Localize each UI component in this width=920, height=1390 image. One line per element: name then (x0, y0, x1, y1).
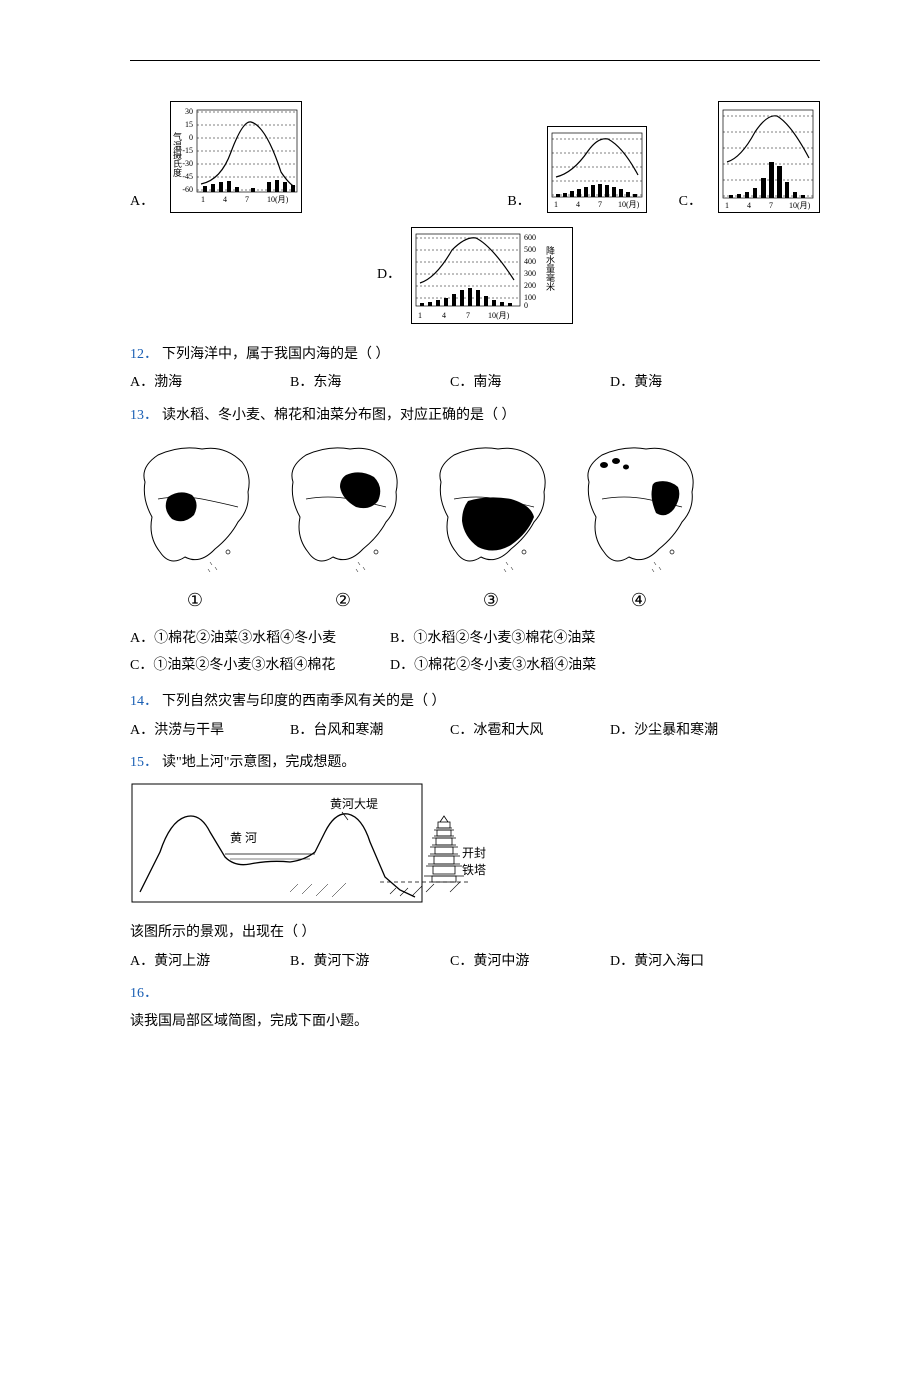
chart-c-label: C． (679, 191, 702, 213)
q14-text: 下列自然灾害与印度的西南季风有关的是（ ） (162, 694, 446, 709)
svg-text:10(月): 10(月) (267, 195, 289, 204)
q15-opt-b: B．黄河下游 (290, 951, 450, 973)
q16-text: 读我国局部区域简图，完成下面小题。 (130, 1011, 820, 1033)
q12-opt-d: D．黄海 (610, 372, 770, 394)
q12-opt-c: C．南海 (450, 372, 610, 394)
climate-options-row2: D． (130, 227, 820, 324)
q16-num: 16． (130, 986, 158, 1001)
climate-chart-d: 600 500 400 300 200 100 0 降水量毫米 1 4 7 10… (411, 227, 573, 324)
question-16: 16． (130, 983, 820, 1005)
svg-text:7: 7 (466, 311, 470, 320)
q12-opt-a: A．渤海 (130, 372, 290, 394)
q13-opt-d: D．①棉花②冬小麦③水稻④油菜 (390, 655, 650, 677)
svg-text:10(月): 10(月) (488, 311, 510, 320)
climate-chart-a: 30 15 0 -15 -30 -45 -60 气温摄氏度 (170, 101, 302, 213)
svg-text:开封: 开封 (462, 846, 486, 860)
svg-text:15: 15 (185, 120, 193, 129)
map-4: ④ (574, 437, 704, 614)
map-4-label: ④ (574, 586, 704, 615)
question-13: 13． 读水稻、冬小麦、棉花和油菜分布图，对应正确的是（ ） (130, 405, 820, 427)
q13-maps: ① ② (130, 437, 820, 614)
svg-text:-15: -15 (182, 146, 193, 155)
question-14: 14． 下列自然灾害与印度的西南季风有关的是（ ） (130, 691, 820, 713)
svg-text:黄河大堤: 黄河大堤 (330, 797, 378, 811)
svg-text:黄 河: 黄 河 (230, 831, 257, 845)
svg-text:-60: -60 (182, 185, 193, 194)
svg-text:300: 300 (524, 269, 536, 278)
q13-opt-a: A．①棉花②油菜③水稻④冬小麦 (130, 628, 390, 650)
q12-text: 下列海洋中，属于我国内海的是（ ） (162, 347, 390, 362)
q14-num: 14． (130, 694, 158, 709)
svg-text:10(月): 10(月) (789, 201, 811, 210)
q13-options: A．①棉花②油菜③水稻④冬小麦 B．①水稻②冬小麦③棉花④油菜 C．①油菜②冬小… (130, 628, 820, 681)
svg-text:0: 0 (524, 301, 528, 310)
chart-d-label: D． (377, 264, 401, 286)
svg-text:4: 4 (747, 201, 751, 210)
q15-options: A．黄河上游 B．黄河下游 C．黄河中游 D．黄河入海口 (130, 951, 820, 973)
q15-opt-a: A．黄河上游 (130, 951, 290, 973)
svg-text:0: 0 (189, 133, 193, 142)
svg-text:气温摄氏度: 气温摄氏度 (172, 131, 182, 178)
q13-text: 读水稻、冬小麦、棉花和油菜分布图，对应正确的是（ ） (162, 408, 516, 423)
map-1-label: ① (130, 586, 260, 615)
q13-num: 13． (130, 408, 158, 423)
chart-b-label: B． (507, 191, 530, 213)
svg-text:4: 4 (442, 311, 446, 320)
svg-text:200: 200 (524, 281, 536, 290)
svg-text:1: 1 (418, 311, 422, 320)
q14-opt-c: C．冰雹和大风 (450, 720, 610, 742)
q14-options: A．洪涝与干旱 B．台风和寒潮 C．冰雹和大风 D．沙尘暴和寒潮 (130, 720, 820, 742)
q12-opt-b: B．东海 (290, 372, 450, 394)
svg-text:4: 4 (576, 200, 580, 209)
svg-text:4: 4 (223, 195, 227, 204)
q13-opt-b: B．①水稻②冬小麦③棉花④油菜 (390, 628, 650, 650)
svg-text:1: 1 (201, 195, 205, 204)
q14-opt-d: D．沙尘暴和寒潮 (610, 720, 770, 742)
climate-options-row1: A． 30 15 0 -15 -30 -45 -60 气温摄氏度 (130, 101, 820, 213)
q15-opt-c: C．黄河中游 (450, 951, 610, 973)
svg-text:1: 1 (725, 201, 729, 210)
svg-text:400: 400 (524, 257, 536, 266)
svg-text:500: 500 (524, 245, 536, 254)
svg-text:600: 600 (524, 233, 536, 242)
q15-sub: 该图所示的景观，出现在（ ） (130, 922, 820, 944)
svg-text:7: 7 (245, 195, 249, 204)
chart-a-label: A． (130, 191, 154, 213)
svg-text:10(月): 10(月) (618, 200, 640, 209)
climate-chart-b: 1 4 7 10(月) (547, 126, 647, 213)
svg-text:铁塔: 铁塔 (462, 863, 486, 877)
svg-text:30: 30 (185, 107, 193, 116)
q13-opt-c: C．①油菜②冬小麦③水稻④棉花 (130, 655, 390, 677)
svg-text:1: 1 (554, 200, 558, 209)
q12-num: 12． (130, 347, 158, 362)
q15-text: 读"地上河"示意图，完成想题。 (162, 755, 355, 770)
map-1: ① (130, 437, 260, 614)
q14-opt-b: B．台风和寒潮 (290, 720, 450, 742)
q14-opt-a: A．洪涝与干旱 (130, 720, 290, 742)
map-2-label: ② (278, 586, 408, 615)
map-3-label: ③ (426, 586, 556, 615)
q12-options: A．渤海 B．东海 C．南海 D．黄海 (130, 372, 820, 394)
question-12: 12． 下列海洋中，属于我国内海的是（ ） (130, 344, 820, 366)
svg-text:-30: -30 (182, 159, 193, 168)
map-2: ② (278, 437, 408, 614)
question-15: 15． 读"地上河"示意图，完成想题。 (130, 752, 820, 774)
svg-text:7: 7 (769, 201, 773, 210)
map-3: ③ (426, 437, 556, 614)
q15-num: 15． (130, 755, 158, 770)
climate-chart-c: 1 4 7 10(月) (718, 101, 820, 213)
svg-text:-45: -45 (182, 172, 193, 181)
river-diagram: 黄 河 黄河大堤 (130, 782, 820, 912)
page-top-divider (130, 60, 820, 61)
svg-text:7: 7 (598, 200, 602, 209)
q15-opt-d: D．黄河入海口 (610, 951, 770, 973)
svg-text:降水量毫米: 降水量毫米 (545, 245, 555, 292)
